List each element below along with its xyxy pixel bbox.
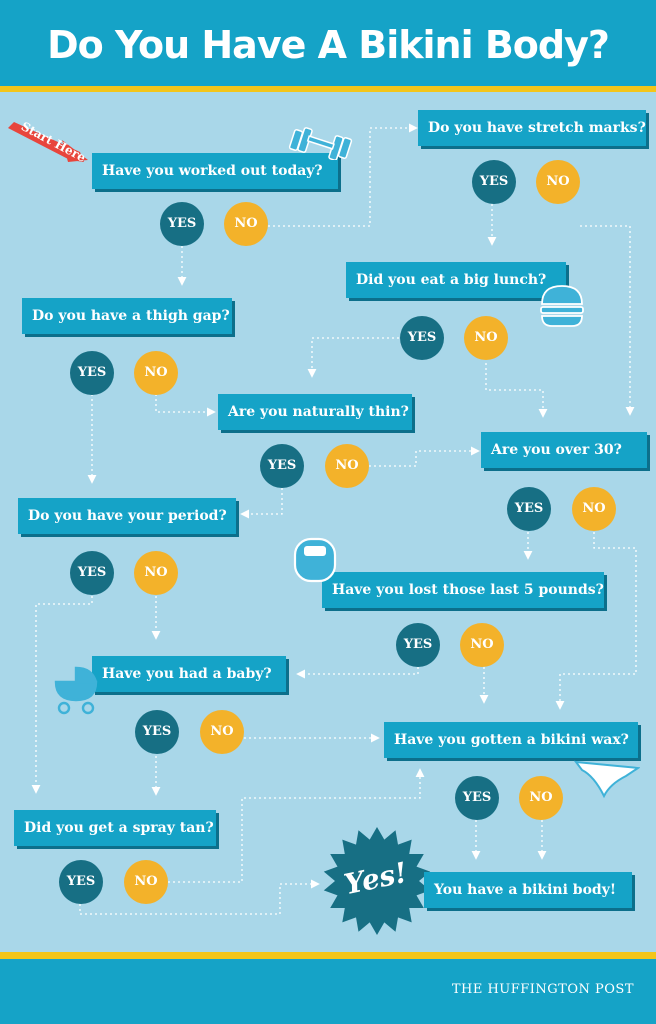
stroller-icon [54,666,98,715]
no-circle-workout: NO [224,202,268,246]
footer-stripe [0,952,656,959]
yes-circle-last-5-pounds: YES [396,623,440,667]
footer-credit: THE HUFFINGTON POST [451,982,634,997]
header-stripe [0,86,656,92]
yes-circle-thigh-gap: YES [70,351,114,395]
yes-circle-stretch-marks: YES [472,160,516,204]
result-box: You have a bikini body! [424,872,632,908]
burger-icon [540,285,584,327]
footer-bar [0,959,656,1024]
yes-circle-period: YES [70,551,114,595]
dumbbell-icon [288,127,353,160]
bikini-bottom-icon [574,760,640,799]
yes-circle-big-lunch: YES [400,316,444,360]
question-last-5-pounds: Have you lost those last 5 pounds? [322,572,604,608]
yes-circle-spray-tan: YES [59,860,103,904]
no-circle-spray-tan: NO [124,860,168,904]
no-circle-stretch-marks: NO [536,160,580,204]
question-stretch-marks: Do you have stretch marks? [418,110,646,146]
question-naturally-thin: Are you naturally thin? [218,394,412,430]
yes-circle-over-30: YES [507,487,551,531]
header-bar [0,0,656,86]
question-had-baby: Have you had a baby? [92,656,286,692]
no-circle-bikini-wax: NO [519,776,563,820]
question-big-lunch: Did you eat a big lunch? [346,262,566,298]
question-bikini-wax: Have you gotten a bikini wax? [384,722,638,758]
start-arrow [8,122,88,162]
starburst-badge [323,827,431,935]
no-circle-naturally-thin: NO [325,444,369,488]
no-circle-had-baby: NO [200,710,244,754]
question-spray-tan: Did you get a spray tan? [14,810,216,846]
page-title: Do You Have A Bikini Body? [47,23,610,67]
no-circle-period: NO [134,551,178,595]
no-circle-over-30: NO [572,487,616,531]
question-workout: Have you worked out today? [92,153,338,189]
no-circle-last-5-pounds: NO [460,623,504,667]
no-circle-thigh-gap: NO [134,351,178,395]
question-thigh-gap: Do you have a thigh gap? [22,298,232,334]
question-period: Do you have your period? [18,498,236,534]
yes-circle-workout: YES [160,202,204,246]
yes-circle-bikini-wax: YES [455,776,499,820]
scale-icon [293,537,337,583]
yes-circle-had-baby: YES [135,710,179,754]
yes-circle-naturally-thin: YES [260,444,304,488]
question-over-30: Are you over 30? [481,432,647,468]
no-circle-big-lunch: NO [464,316,508,360]
